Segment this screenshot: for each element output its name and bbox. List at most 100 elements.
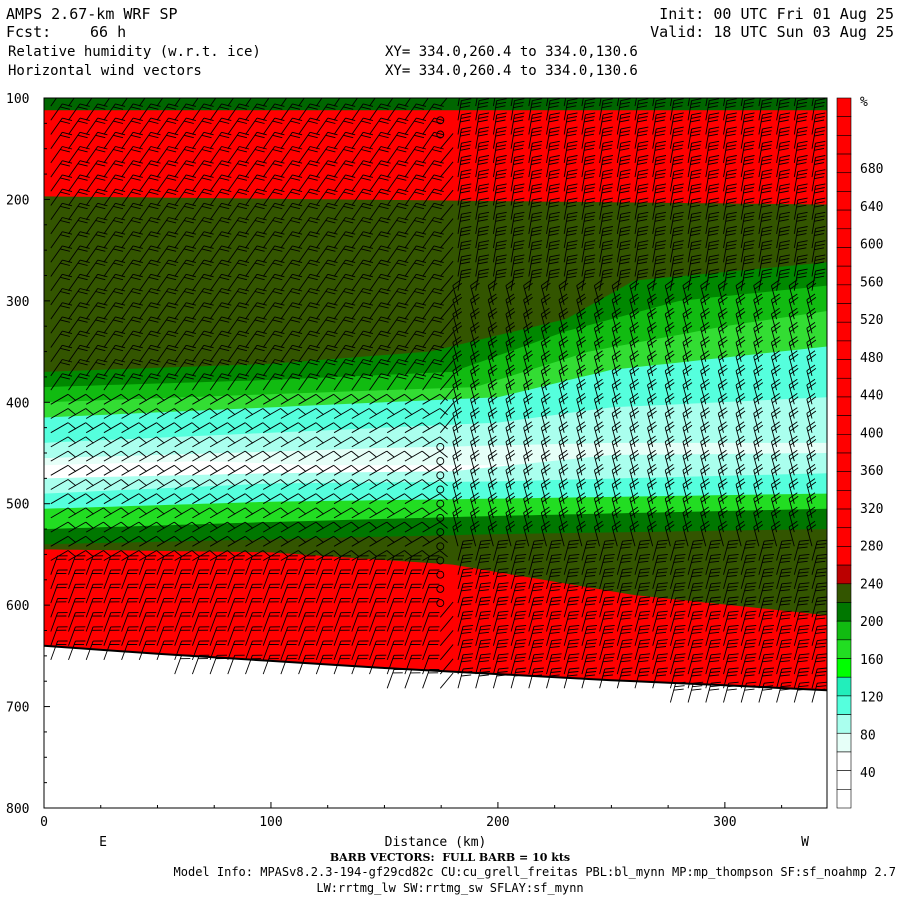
wind-barb	[121, 330, 143, 348]
wind-barb	[705, 211, 720, 234]
wind-barb	[629, 322, 640, 348]
wind-barb	[280, 359, 303, 377]
wind-barb	[723, 681, 739, 703]
wind-barb	[209, 555, 228, 575]
wind-barb	[121, 597, 139, 618]
wind-barb	[599, 155, 613, 178]
wind-barb	[121, 231, 143, 249]
wind-barb	[315, 654, 334, 675]
wind-barb	[563, 155, 578, 178]
wind-barb	[558, 506, 569, 533]
wind-barb	[599, 140, 613, 163]
wind-barb	[788, 435, 799, 462]
wind-barb	[369, 188, 391, 206]
wind-barb	[156, 202, 179, 220]
wind-barb	[404, 344, 427, 362]
wind-barb	[470, 364, 480, 391]
x-tick-label: 0	[40, 815, 48, 830]
wind-barb	[121, 288, 143, 306]
wind-barb	[581, 667, 598, 689]
wind-barb	[209, 535, 236, 547]
wind-barb	[50, 359, 73, 377]
terrain-fill	[44, 645, 827, 808]
wind-barb	[717, 378, 728, 405]
wind-barb	[563, 211, 578, 234]
wind-barb	[475, 240, 490, 263]
wind-barb	[404, 654, 422, 675]
wind-barb	[298, 597, 316, 618]
wind-barb	[629, 279, 640, 306]
wind-barb	[540, 506, 551, 533]
wind-barb	[245, 612, 263, 632]
wind-barb	[492, 582, 509, 604]
wind-barb	[121, 302, 143, 320]
wind-barb	[540, 449, 551, 476]
wind-barb	[510, 568, 527, 590]
wind-barb	[333, 479, 360, 490]
wind-barb	[753, 279, 764, 306]
wind-barb	[280, 330, 303, 348]
wind-barb	[192, 217, 214, 235]
wind-barb	[700, 506, 710, 533]
wind-barb	[629, 393, 640, 419]
wind-barb	[139, 493, 165, 505]
wind-barb	[227, 507, 254, 519]
wind-barb	[156, 535, 183, 547]
wind-barb	[404, 612, 422, 632]
wind-barb	[103, 302, 126, 320]
wind-barb	[723, 140, 737, 163]
wind-barb	[103, 160, 126, 178]
wind-barb	[487, 279, 498, 306]
wind-barb	[788, 449, 799, 476]
wind-barb	[298, 288, 320, 306]
wind-barb	[700, 322, 710, 348]
wind-barb	[422, 245, 444, 263]
wind-barb	[298, 612, 316, 632]
colorbar-swatch	[836, 135, 852, 155]
wind-barb	[298, 344, 320, 362]
wind-barb	[174, 450, 201, 462]
wind-barb	[209, 654, 228, 675]
wind-barb	[156, 597, 174, 618]
wind-barb	[262, 188, 285, 206]
wind-barb	[316, 521, 342, 533]
wind-barb	[333, 373, 356, 391]
wind-barb	[156, 316, 179, 334]
wind-barb	[576, 520, 587, 547]
wind-barb	[735, 492, 746, 519]
wind-barb	[735, 421, 746, 448]
wind-barb	[85, 302, 108, 320]
wind-barb	[404, 259, 427, 277]
wind-barb	[245, 422, 271, 434]
wind-barb	[174, 302, 197, 320]
wind-barb	[510, 596, 527, 618]
wind-barb	[634, 169, 649, 192]
wind-barb	[121, 117, 143, 135]
wind-barb	[753, 449, 764, 476]
wind-barb	[776, 653, 792, 675]
wind-barb	[369, 174, 391, 192]
wind-barb	[422, 507, 448, 519]
wind-barb	[103, 393, 130, 405]
wind-barb	[753, 478, 764, 504]
wind-barb	[599, 240, 613, 263]
wind-barb	[717, 293, 728, 320]
wind-barb	[576, 279, 587, 306]
wind-barb	[723, 624, 739, 646]
wind-barb	[50, 436, 77, 448]
wind-barb	[138, 117, 161, 135]
wind-barb	[664, 336, 675, 362]
wind-barb	[280, 98, 288, 107]
wind-barb	[68, 436, 94, 448]
wind-barb	[422, 302, 444, 320]
wind-barb	[811, 667, 827, 689]
wind-barb	[753, 520, 764, 547]
wind-barb	[209, 408, 236, 419]
wind-barb	[280, 493, 307, 505]
wind-barb	[298, 640, 316, 661]
wind-barb	[687, 211, 702, 234]
wind-barb	[758, 211, 773, 234]
wind-barb	[528, 183, 543, 206]
wind-barb	[558, 492, 569, 519]
wind-barb	[475, 126, 490, 149]
